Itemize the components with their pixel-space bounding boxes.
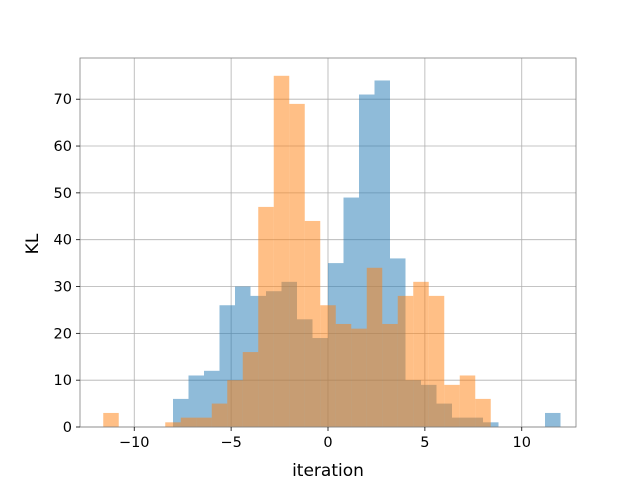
histogram-bar-series-2 — [398, 296, 414, 427]
x-tick-label: 10 — [513, 435, 531, 451]
y-tick-label: 60 — [54, 139, 72, 155]
histogram-bar-series-2 — [196, 418, 212, 427]
y-tick-label: 50 — [54, 186, 72, 202]
histogram-bar-series-2 — [289, 104, 305, 427]
histogram-bar-series-2 — [258, 207, 274, 427]
histogram-bar-series-2 — [103, 413, 119, 427]
histogram-bar-series-2 — [165, 422, 181, 427]
histogram-bar-series-2 — [227, 380, 243, 427]
y-tick-label: 10 — [54, 373, 72, 389]
y-tick-label: 30 — [54, 280, 72, 296]
histogram-bar-series-1 — [545, 413, 561, 427]
histogram-bar-series-2 — [367, 268, 383, 427]
x-tick-label: −5 — [220, 435, 241, 451]
y-tick-label: 40 — [54, 233, 72, 249]
y-tick-label: 20 — [54, 326, 72, 342]
x-tick-label: −10 — [119, 435, 150, 451]
histogram-bar-series-2 — [460, 375, 476, 427]
x-axis-label: iteration — [292, 461, 364, 480]
histogram-bar-series-2 — [429, 296, 445, 427]
histogram-bar-series-2 — [413, 282, 429, 427]
histogram-bar-series-2 — [320, 305, 336, 427]
y-tick-label: 70 — [54, 92, 72, 108]
y-axis-label: KL — [23, 233, 43, 254]
histogram-bar-series-2 — [274, 76, 290, 427]
histogram-bar-series-2 — [475, 399, 491, 427]
histogram-bar-series-2 — [243, 352, 259, 427]
histogram-bar-series-2 — [336, 324, 352, 427]
histogram-bar-series-2 — [181, 418, 197, 427]
histogram-bar-series-2 — [444, 385, 460, 427]
y-tick-label: 0 — [63, 420, 72, 436]
histogram-bar-series-2 — [212, 404, 228, 427]
histogram-bar-series-2 — [305, 221, 321, 427]
x-tick-label: 0 — [323, 435, 332, 451]
histogram-bar-series-2 — [382, 324, 398, 427]
histogram-bar-series-2 — [351, 329, 367, 427]
x-tick-label: 5 — [420, 435, 429, 451]
